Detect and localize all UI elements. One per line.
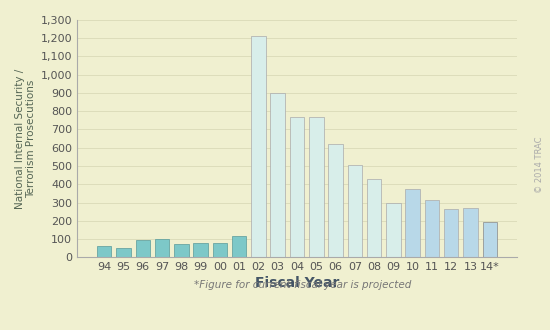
- Bar: [444, 209, 459, 257]
- Bar: [405, 189, 420, 257]
- Bar: [135, 240, 150, 257]
- Bar: [348, 165, 362, 257]
- Bar: [116, 248, 131, 257]
- Bar: [482, 222, 497, 257]
- Bar: [290, 117, 304, 257]
- Bar: [155, 239, 169, 257]
- Text: © 2014 TRAC: © 2014 TRAC: [535, 137, 543, 193]
- Bar: [174, 244, 189, 257]
- Bar: [194, 243, 208, 257]
- X-axis label: Fiscal Year: Fiscal Year: [255, 277, 339, 290]
- Bar: [271, 93, 285, 257]
- Bar: [367, 179, 381, 257]
- Bar: [251, 36, 266, 257]
- Bar: [97, 247, 112, 257]
- Bar: [213, 243, 227, 257]
- Bar: [309, 117, 323, 257]
- Bar: [425, 200, 439, 257]
- Bar: [328, 144, 343, 257]
- Y-axis label: National Internal Security /
Terrorism Prosecutions: National Internal Security / Terrorism P…: [15, 69, 36, 209]
- Bar: [386, 204, 400, 257]
- Bar: [463, 208, 478, 257]
- Text: *Figure for current fiscal year is projected: *Figure for current fiscal year is proje…: [194, 280, 411, 290]
- Bar: [232, 236, 246, 257]
